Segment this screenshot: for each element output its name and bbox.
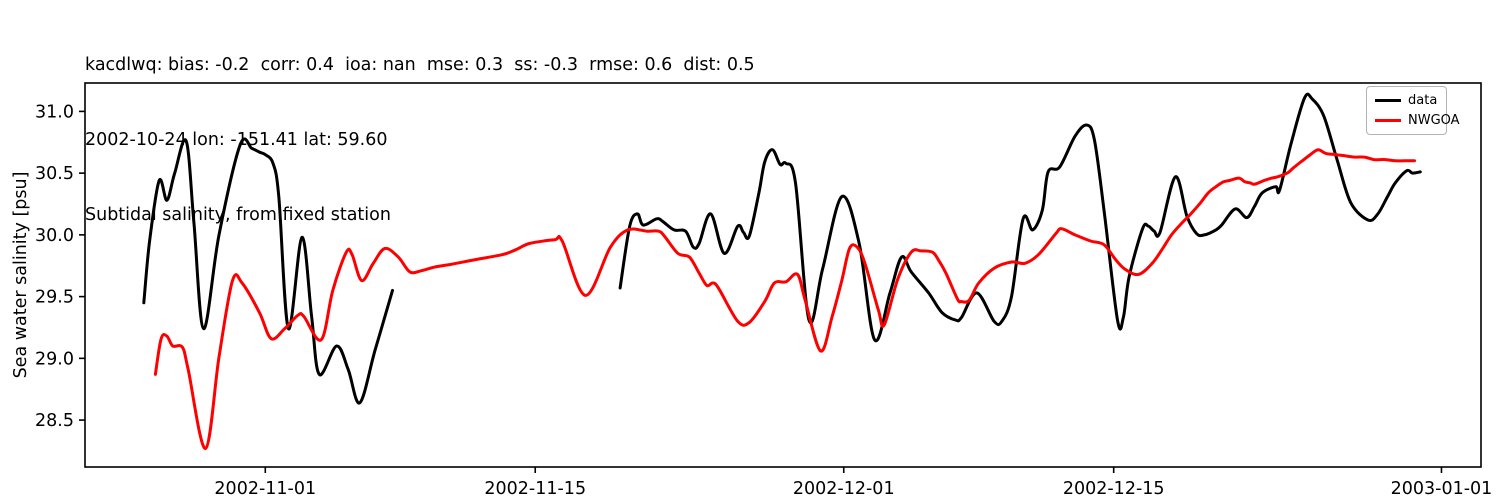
data-line-swatch (1375, 99, 1401, 102)
x-tick-label: 2002-12-01 (793, 479, 895, 499)
y-tick-label: 28.5 (35, 411, 74, 431)
series-line-data (142, 137, 394, 405)
y-tick-label: 30.5 (35, 164, 74, 184)
y-tick-label: 29.0 (35, 349, 74, 369)
x-tick-label: 2002-11-15 (484, 479, 586, 499)
legend-label-nwgoa: NWGOA (1408, 113, 1460, 128)
title-date-position-line: 2002-10-24 lon: -151.41 lat: 59.60 (85, 130, 388, 150)
chart-titles: kacdlwq: bias: -0.2 corr: 0.4 ioa: nan m… (85, 3, 755, 278)
title-description-line: Subtidal salinity, from fixed station (85, 205, 391, 225)
x-tick-label: 2002-12-15 (1063, 479, 1165, 499)
x-tick-label: 2003-01-01 (1391, 479, 1493, 499)
legend: data NWGOA (1366, 86, 1460, 135)
title-stats-line: kacdlwq: bias: -0.2 corr: 0.4 ioa: nan m… (85, 55, 755, 75)
legend-item-nwgoa: NWGOA (1375, 114, 1460, 127)
nwgoa-line-swatch (1375, 119, 1401, 122)
y-tick-label: 29.5 (35, 288, 74, 308)
y-tick-label: 31.0 (35, 102, 74, 122)
legend-item-data: data (1375, 94, 1438, 107)
series-line-data (618, 92, 1422, 343)
axes-frame (84, 82, 1482, 468)
y-tick-label: 30.0 (35, 226, 74, 246)
legend-label-data: data (1408, 93, 1438, 108)
series-line-nwgoa (153, 148, 1416, 451)
x-tick-label: 2002-11-01 (214, 479, 316, 499)
